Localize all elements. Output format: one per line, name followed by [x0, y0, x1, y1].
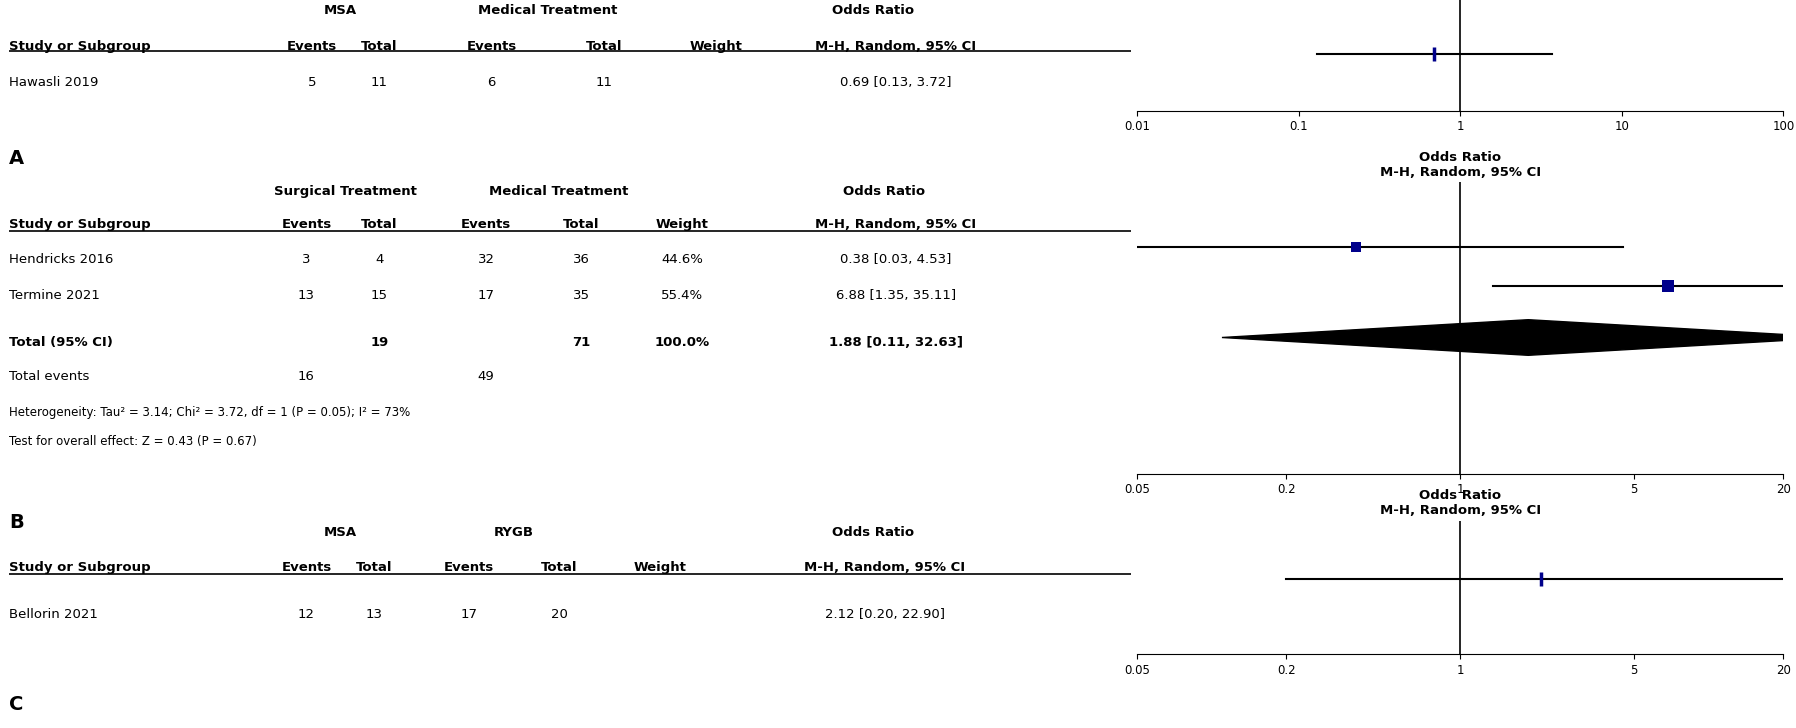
Text: 55.4%: 55.4% [661, 289, 704, 302]
Text: 4: 4 [375, 253, 384, 266]
Polygon shape [1221, 320, 1796, 355]
Text: Total: Total [541, 561, 577, 574]
Text: 3: 3 [302, 253, 311, 266]
Text: Events: Events [462, 218, 512, 231]
Text: Weight: Weight [634, 561, 686, 574]
Text: 11: 11 [596, 76, 612, 89]
Text: Total: Total [361, 40, 397, 52]
Text: Events: Events [287, 40, 338, 52]
Text: Medical Treatment: Medical Treatment [489, 185, 629, 198]
Text: 17: 17 [478, 289, 494, 302]
Text: 16: 16 [298, 370, 314, 383]
Text: 19: 19 [370, 336, 388, 349]
Text: Hendricks 2016: Hendricks 2016 [9, 253, 113, 266]
Text: Total: Total [356, 561, 392, 574]
Text: Medical Treatment: Medical Treatment [478, 4, 618, 17]
Text: 100.0%: 100.0% [656, 336, 709, 349]
Text: 44.6%: 44.6% [661, 253, 704, 266]
Text: 12: 12 [298, 608, 314, 621]
Text: M-H, Random, 95% CI: M-H, Random, 95% CI [805, 561, 964, 574]
Text: Weight: Weight [656, 218, 709, 231]
Text: 35: 35 [573, 289, 589, 302]
Text: A: A [9, 149, 23, 168]
Text: Events: Events [467, 40, 517, 52]
Text: 32: 32 [478, 253, 494, 266]
Text: Total: Total [564, 218, 600, 231]
Text: Hawasli 2019: Hawasli 2019 [9, 76, 99, 89]
Text: 36: 36 [573, 253, 589, 266]
Text: C: C [9, 695, 23, 714]
Text: 49: 49 [478, 370, 494, 383]
Text: M-H, Random, 95% CI: M-H, Random, 95% CI [815, 218, 977, 231]
Text: Favors medical treatment: Favors medical treatment [1216, 561, 1369, 574]
Text: MSA: MSA [323, 526, 357, 539]
Text: 0.69 [0.13, 3.72]: 0.69 [0.13, 3.72] [841, 76, 952, 89]
Text: Total events: Total events [9, 370, 90, 383]
Text: M-H, Random, 95% CI: M-H, Random, 95% CI [815, 40, 977, 52]
Text: Total (95% CI): Total (95% CI) [9, 336, 113, 349]
Text: Events: Events [282, 218, 332, 231]
Text: Favors medical treatment: Favors medical treatment [1243, 196, 1394, 209]
Text: Study or Subgroup: Study or Subgroup [9, 40, 151, 52]
Text: Heterogeneity: Tau² = 3.14; Chi² = 3.72, df = 1 (P = 0.05); I² = 73%: Heterogeneity: Tau² = 3.14; Chi² = 3.72,… [9, 405, 409, 419]
Text: Total: Total [585, 40, 621, 52]
Text: 5: 5 [307, 76, 316, 89]
Text: Odds Ratio: Odds Ratio [844, 185, 925, 198]
Text: 1.88 [0.11, 32.63]: 1.88 [0.11, 32.63] [828, 336, 963, 349]
Text: 11: 11 [372, 76, 388, 89]
Text: 6.88 [1.35, 35.11]: 6.88 [1.35, 35.11] [835, 289, 955, 302]
Text: Termine 2021: Termine 2021 [9, 289, 101, 302]
Text: Events: Events [444, 561, 494, 574]
Text: MSA: MSA [323, 4, 357, 17]
Text: Weight: Weight [690, 40, 742, 52]
Text: B: B [9, 513, 23, 532]
Text: Odds Ratio: Odds Ratio [832, 526, 914, 539]
Text: Odds Ratio: Odds Ratio [832, 4, 914, 17]
Text: 17: 17 [462, 608, 478, 621]
Text: 13: 13 [365, 608, 383, 621]
Text: Events: Events [282, 561, 332, 574]
Text: Total: Total [361, 218, 397, 231]
Text: 13: 13 [298, 289, 314, 302]
Text: Odds Ratio
M-H, Random, 95% CI: Odds Ratio M-H, Random, 95% CI [1379, 489, 1541, 517]
Text: Bellorin 2021: Bellorin 2021 [9, 608, 97, 621]
Text: Surgical Treatment: Surgical Treatment [275, 185, 417, 198]
Text: 20: 20 [551, 608, 568, 621]
Text: Favors gastric bypass: Favors gastric bypass [1552, 561, 1679, 574]
Text: 6: 6 [487, 76, 496, 89]
Text: RYGB: RYGB [494, 526, 533, 539]
Text: Study or Subgroup: Study or Subgroup [9, 218, 151, 231]
Text: 2.12 [0.20, 22.90]: 2.12 [0.20, 22.90] [824, 608, 945, 621]
Text: Favors MSA: Favors MSA [1568, 196, 1636, 209]
Text: 71: 71 [573, 336, 591, 349]
Text: 15: 15 [372, 289, 388, 302]
Text: Study or Subgroup: Study or Subgroup [9, 561, 151, 574]
Text: Test for overall effect: Z = 0.43 (P = 0.67): Test for overall effect: Z = 0.43 (P = 0… [9, 435, 257, 448]
Text: Odds Ratio
M-H, Random, 95% CI: Odds Ratio M-H, Random, 95% CI [1379, 151, 1541, 179]
Text: 0.38 [0.03, 4.53]: 0.38 [0.03, 4.53] [841, 253, 952, 266]
